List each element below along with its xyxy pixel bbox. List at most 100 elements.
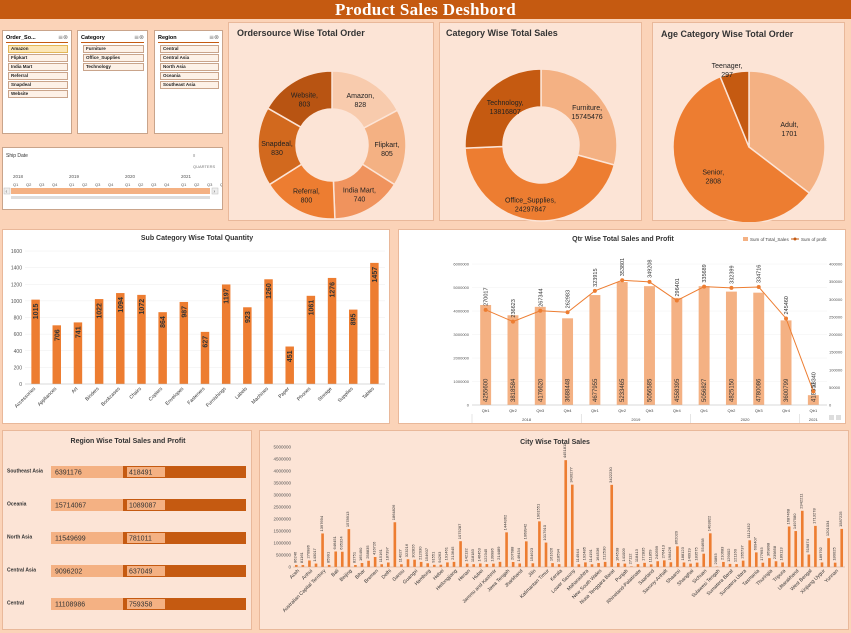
bar[interactable]: [200, 331, 210, 384]
bar[interactable]: [689, 563, 692, 567]
pie-slice[interactable]: [672, 75, 811, 222]
pie-slice[interactable]: [464, 145, 616, 222]
timeline-quarter[interactable]: Q1: [13, 182, 19, 187]
timeline-quarter[interactable]: Q2: [138, 182, 144, 187]
bar[interactable]: [702, 553, 706, 567]
slicer-item-flipkart[interactable]: Flipkart: [8, 54, 68, 62]
profit-point[interactable]: [510, 319, 515, 324]
bar[interactable]: [682, 562, 686, 567]
bar[interactable]: [768, 558, 771, 567]
bar[interactable]: [321, 533, 324, 567]
bar[interactable]: [480, 304, 492, 405]
region-bar-chart[interactable]: Southeast Asia 6391176 418491 Oceania 157140…: [3, 431, 253, 631]
slicer-item-referral[interactable]: Referral: [8, 72, 68, 80]
profit-point[interactable]: [538, 308, 543, 313]
timeline-quarter[interactable]: Q1: [125, 182, 131, 187]
bar[interactable]: [814, 525, 817, 567]
timeline-quarter[interactable]: Q2: [82, 182, 88, 187]
pie-slice[interactable]: [748, 70, 826, 195]
bar[interactable]: [314, 563, 318, 567]
bar[interactable]: [308, 560, 311, 567]
bar[interactable]: [459, 541, 462, 567]
profit-point[interactable]: [483, 307, 488, 312]
bar[interactable]: [643, 562, 646, 567]
timeline-ship-date[interactable]: Ship Date ≡ QUARTERS 2018 Q1 Q2 Q3 Q4 2019 Q1 Q…: [2, 147, 226, 210]
bar[interactable]: [419, 561, 423, 567]
bar[interactable]: [807, 395, 819, 405]
bar[interactable]: [340, 551, 344, 567]
filter-clear-icon[interactable]: ≡: [193, 153, 196, 158]
category-donut-chart[interactable]: Furniture, 15745476 Office_Supplies, 242978…: [440, 23, 643, 222]
timeline-quarter[interactable]: Q1: [69, 182, 75, 187]
bar[interactable]: [327, 277, 337, 384]
bar[interactable]: [179, 301, 189, 384]
bar[interactable]: [538, 521, 541, 567]
bar[interactable]: [597, 563, 600, 567]
bar[interactable]: [518, 563, 522, 567]
bar[interactable]: [485, 564, 489, 567]
bar[interactable]: [725, 291, 737, 405]
filter-clear-icon[interactable]: ≡⊗: [57, 34, 68, 41]
slicer-item-website[interactable]: Website: [8, 90, 68, 98]
bar[interactable]: [695, 562, 699, 567]
bar[interactable]: [507, 315, 519, 405]
bar[interactable]: [840, 528, 844, 567]
timeline-quarter[interactable]: Q2: [26, 182, 32, 187]
bar[interactable]: [577, 564, 581, 567]
ordersource-donut-chart[interactable]: Amazon, 828 Flipkart, 805 India Mart, 740 Refe…: [229, 23, 435, 222]
bar[interactable]: [644, 286, 655, 405]
bar[interactable]: [649, 564, 653, 567]
profit-point[interactable]: [620, 278, 625, 283]
bar[interactable]: [557, 564, 561, 567]
sales-bar[interactable]: [51, 565, 123, 577]
bar[interactable]: [243, 307, 252, 384]
timeline-quarter[interactable]: Q4: [108, 182, 114, 187]
slicer-item-technology[interactable]: Technology: [83, 63, 144, 71]
timeline-scrollbar[interactable]: [11, 196, 210, 199]
bar[interactable]: [616, 282, 628, 405]
bar[interactable]: [349, 309, 358, 384]
timeline-quarter[interactable]: Q3: [151, 182, 157, 187]
expand-button[interactable]: [836, 415, 841, 420]
bar[interactable]: [780, 320, 792, 405]
bar[interactable]: [73, 322, 83, 384]
age-pie-chart[interactable]: Adult, 1701 Senior, 2808 Teenager, 297: [653, 23, 846, 222]
bar[interactable]: [671, 297, 683, 405]
timeline-quarter[interactable]: Q4: [52, 182, 58, 187]
bar[interactable]: [570, 484, 574, 567]
bar[interactable]: [373, 556, 377, 567]
bar[interactable]: [787, 526, 791, 567]
timeline-quarter[interactable]: Q4: [220, 182, 226, 187]
profit-point[interactable]: [729, 285, 734, 290]
timeline-quarter[interactable]: Q2: [194, 182, 200, 187]
bar[interactable]: [432, 564, 436, 567]
bar[interactable]: [564, 460, 568, 567]
timeline-selection-bar[interactable]: [11, 188, 210, 194]
slicer-item-india-mart[interactable]: India Mart: [8, 63, 68, 71]
bar[interactable]: [116, 293, 125, 384]
bar[interactable]: [715, 566, 719, 567]
scroll-left-button[interactable]: [3, 187, 11, 195]
timeline-quarter[interactable]: Q3: [207, 182, 213, 187]
bar[interactable]: [669, 562, 673, 567]
slicer-item-snapdeal[interactable]: Snapdeal: [8, 81, 68, 89]
profit-point[interactable]: [784, 316, 789, 321]
timeline-quarter[interactable]: Q1: [181, 182, 187, 187]
bar[interactable]: [478, 563, 482, 567]
profit-point[interactable]: [565, 310, 570, 315]
bar[interactable]: [754, 552, 758, 567]
bar[interactable]: [590, 564, 594, 567]
bar[interactable]: [505, 532, 508, 567]
filter-clear-icon[interactable]: ≡⊗: [208, 34, 219, 41]
bar[interactable]: [327, 564, 331, 567]
slicer-item-oceania[interactable]: Oceania: [160, 72, 219, 80]
bar[interactable]: [137, 294, 146, 384]
bar[interactable]: [301, 565, 305, 567]
bar[interactable]: [662, 560, 666, 567]
sales-bar[interactable]: [51, 598, 123, 610]
bar[interactable]: [158, 312, 167, 384]
bar[interactable]: [676, 546, 679, 567]
bar[interactable]: [52, 325, 61, 384]
timeline-level[interactable]: QUARTERS: [193, 164, 215, 169]
bar[interactable]: [800, 510, 804, 567]
